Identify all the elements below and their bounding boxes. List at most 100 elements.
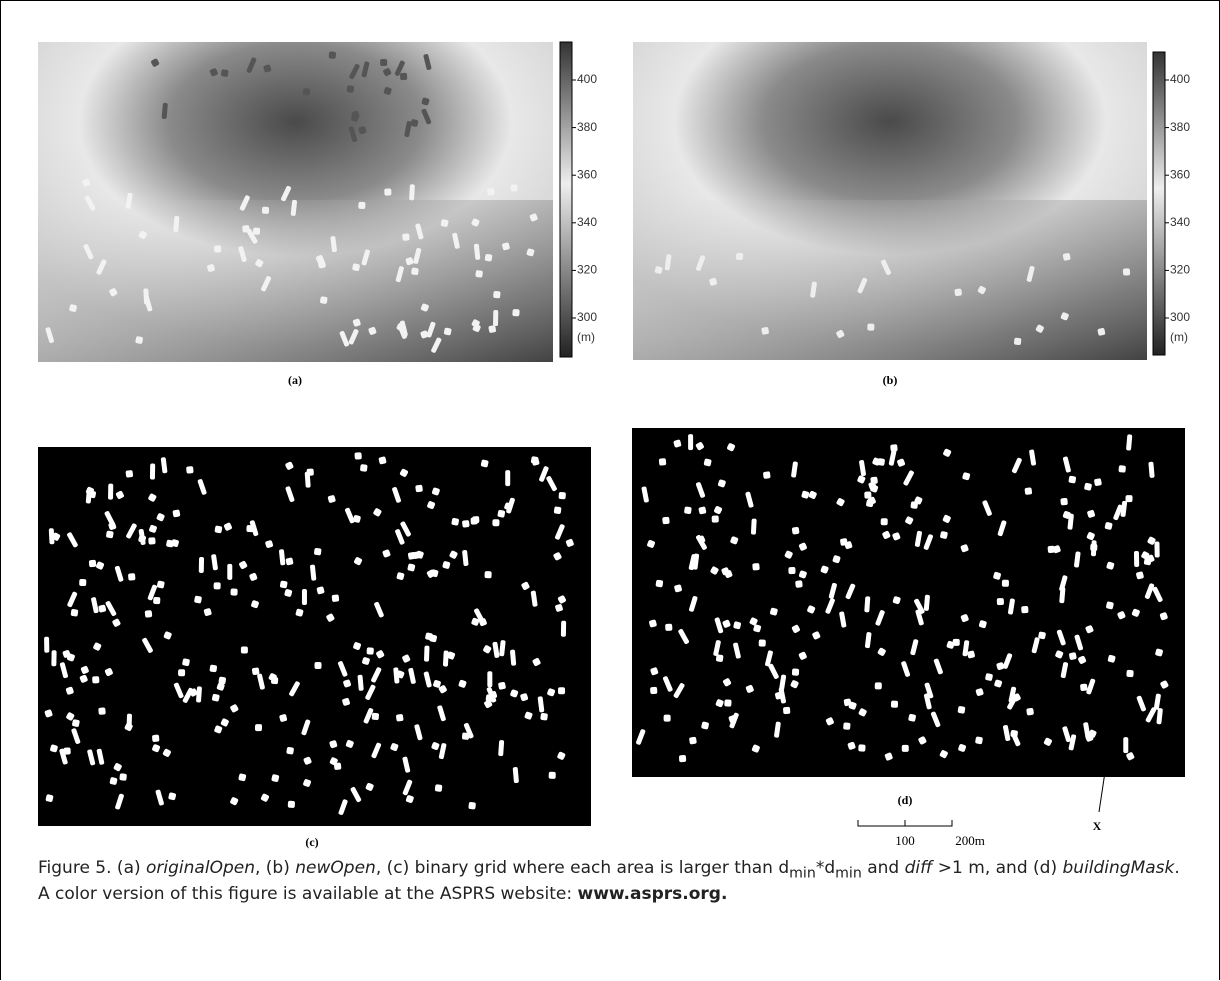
building — [689, 737, 697, 745]
caption-text: Figure 5. (a) — [38, 858, 146, 878]
panel-label: (d) — [898, 793, 913, 807]
building — [329, 51, 337, 59]
building — [716, 654, 724, 662]
building — [540, 713, 548, 721]
scale-label: 100 — [895, 833, 915, 848]
building — [372, 713, 380, 721]
building — [650, 687, 657, 694]
building — [214, 525, 222, 533]
building — [1134, 551, 1139, 567]
caption-link[interactable]: www.asprs.org. — [578, 884, 728, 904]
building — [1068, 476, 1076, 484]
building — [360, 464, 368, 472]
building — [891, 701, 898, 708]
caption-text: >1 m, and (d) — [932, 858, 1062, 878]
caption-subscript: min — [835, 865, 862, 881]
building — [320, 296, 328, 304]
building — [858, 744, 865, 751]
scale-bar — [858, 820, 952, 826]
caption-subscript: min — [789, 865, 816, 881]
building — [712, 516, 719, 523]
building — [199, 557, 204, 573]
building — [843, 722, 851, 730]
building — [554, 506, 562, 514]
building — [1091, 540, 1097, 556]
building — [148, 537, 155, 544]
colorbar — [560, 42, 572, 357]
building — [462, 520, 470, 528]
building — [497, 510, 505, 518]
building — [252, 667, 260, 675]
building — [153, 597, 160, 604]
building — [241, 647, 248, 654]
colorbar-tick-label: 400 — [1170, 72, 1190, 86]
colorbar-tick-label: 380 — [577, 120, 597, 134]
building — [435, 784, 443, 792]
colorbar-tick-label: 380 — [1170, 120, 1190, 134]
caption-text: newOpen — [295, 858, 376, 878]
caption: Figure 5. (a) originalOpen, (b) newOpen,… — [38, 858, 1188, 905]
caption-text: diff — [905, 858, 933, 878]
building — [443, 650, 449, 666]
building — [759, 639, 766, 646]
building — [1123, 268, 1130, 275]
panel-label: (a) — [288, 373, 302, 387]
building — [655, 580, 663, 588]
building — [402, 233, 410, 241]
building — [470, 517, 477, 524]
building — [1014, 338, 1022, 346]
building — [975, 736, 983, 744]
building — [783, 707, 790, 714]
building — [51, 650, 56, 666]
figure: (a) 400380360340320300(m) (b) 4003803603… — [0, 0, 1220, 860]
building — [411, 267, 419, 275]
building — [953, 639, 960, 646]
building — [751, 518, 757, 534]
building — [487, 188, 495, 196]
building — [1154, 541, 1159, 557]
building — [492, 519, 499, 526]
caption-text: and — [862, 858, 905, 878]
building — [844, 698, 852, 706]
building — [1047, 546, 1055, 554]
building — [864, 491, 871, 498]
colorbar-tick-label: 360 — [1170, 167, 1190, 181]
panel-c: (c) — [38, 447, 591, 849]
colorbar-tick-label: 320 — [577, 263, 597, 277]
building — [415, 485, 423, 493]
building — [214, 582, 221, 589]
building — [98, 707, 106, 715]
building — [1125, 495, 1132, 502]
building — [106, 530, 114, 538]
building — [255, 724, 262, 731]
building — [125, 470, 133, 478]
panel-label: (c) — [305, 835, 318, 849]
building — [303, 88, 310, 95]
building — [493, 291, 501, 299]
building — [512, 309, 519, 316]
building — [487, 671, 492, 687]
building — [280, 580, 288, 588]
building — [172, 509, 180, 517]
building — [493, 310, 498, 326]
building — [214, 246, 221, 253]
colorbar-tick-label: 320 — [1170, 263, 1190, 277]
building — [424, 646, 430, 662]
building — [792, 668, 799, 675]
building — [384, 188, 391, 195]
building — [659, 458, 667, 466]
building — [358, 202, 365, 209]
building — [1026, 708, 1034, 716]
building — [288, 801, 295, 808]
building — [736, 253, 743, 260]
building — [143, 288, 149, 304]
building — [485, 694, 493, 702]
building — [221, 69, 229, 77]
building — [488, 325, 496, 333]
building — [227, 564, 232, 580]
building — [870, 476, 878, 484]
building — [1118, 465, 1126, 473]
building — [145, 610, 153, 618]
